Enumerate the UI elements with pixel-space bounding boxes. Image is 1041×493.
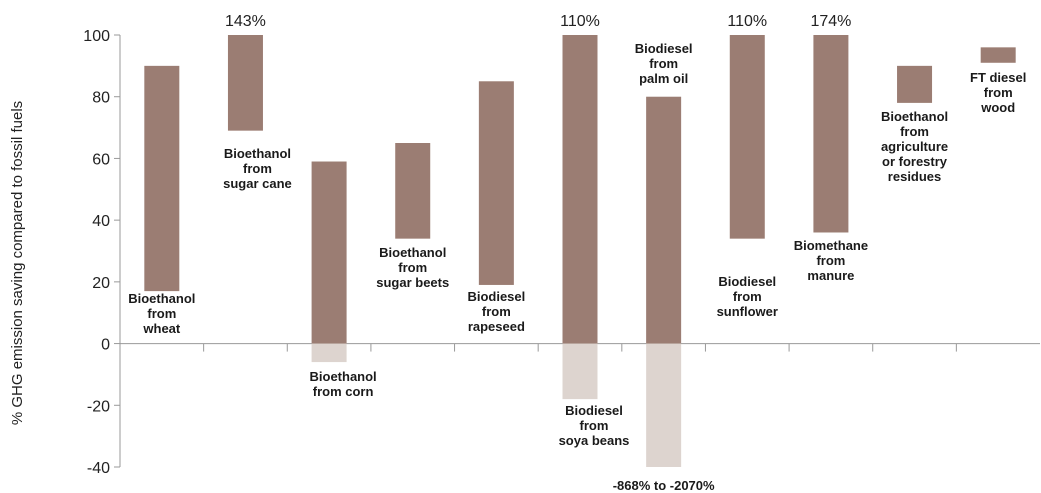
category-label: Biodiesel from soya beans <box>559 403 630 448</box>
category-label-line: FT diesel <box>970 70 1026 85</box>
category-label-line: Bioethanol <box>224 146 291 161</box>
category-label-line: from corn <box>313 384 374 399</box>
category-label: Bioethanol from sugar cane <box>223 146 292 191</box>
category-label: Biomethane from manure <box>794 238 868 283</box>
y-tick-label: 40 <box>92 213 110 230</box>
category-label-line: sugar cane <box>223 176 292 191</box>
category-label-line: from <box>900 124 929 139</box>
bar-negative <box>562 343 598 400</box>
category-label-line: residues <box>888 169 941 184</box>
bar-positive <box>395 143 431 239</box>
y-tick-label: -40 <box>87 460 110 477</box>
overflow-label: 174% <box>810 13 851 30</box>
bar-positive <box>980 47 1016 63</box>
category-label-line: wood <box>980 100 1015 115</box>
y-tick-label: 80 <box>92 90 110 107</box>
category-label-line: Bioethanol <box>379 245 446 260</box>
y-tick-label: 100 <box>83 28 110 45</box>
bar-negative <box>646 343 682 467</box>
bar-positive <box>562 35 598 344</box>
category-label: Bioethanol from corn <box>310 369 377 399</box>
bar-positive <box>813 35 849 233</box>
category-label-line: from <box>398 260 427 275</box>
y-tick-label: 0 <box>101 337 110 354</box>
bar-positive <box>646 96 682 344</box>
category-label-line: from <box>482 304 511 319</box>
category-label-line: agriculture <box>881 139 948 154</box>
category-label-line: Bioethanol <box>128 291 195 306</box>
bar-negative <box>311 343 347 363</box>
category-label-line: Biodiesel <box>718 274 776 289</box>
category-label-line: Biodiesel <box>565 403 623 418</box>
y-axis-title: % GHG emission saving compared to fossil… <box>9 101 26 425</box>
category-label-line: soya beans <box>559 433 630 448</box>
y-tick-label: -20 <box>87 398 110 415</box>
category-label-line: wheat <box>142 321 181 336</box>
category-label: FT diesel from wood <box>970 70 1026 115</box>
bar-positive <box>897 65 933 103</box>
category-label: Biodiesel from rapeseed <box>467 289 525 334</box>
category-label-line: from <box>984 85 1013 100</box>
category-label-line: from <box>243 161 272 176</box>
category-label-line: sunflower <box>717 304 778 319</box>
bar-positive <box>478 81 514 285</box>
category-label-line: Bioethanol <box>310 369 377 384</box>
category-label-line: from <box>816 253 845 268</box>
category-label-line: Bioethanol <box>881 109 948 124</box>
overflow-label: 110% <box>727 13 767 30</box>
category-label: Biodiesel from sunflower <box>717 274 778 319</box>
category-label-line: rapeseed <box>468 319 525 334</box>
category-label-line: sugar beets <box>376 275 449 290</box>
bar-positive <box>729 35 765 239</box>
overflow-label: 110% <box>560 13 600 30</box>
bar-positive <box>227 35 263 131</box>
category-label-line: from <box>649 56 678 71</box>
category-label-line: Biodiesel <box>635 41 693 56</box>
category-label: Biodiesel from palm oil <box>635 41 693 86</box>
underflow-label: -868% to -2070% <box>613 478 715 493</box>
category-label: Bioethanol from wheat <box>128 291 195 336</box>
category-label-line: from <box>733 289 762 304</box>
y-tick-label: 20 <box>92 275 110 292</box>
category-label: Bioethanol from agriculture or forestry resi… <box>881 109 948 184</box>
y-tick-label: 60 <box>92 151 110 168</box>
category-label-line: Biodiesel <box>467 289 525 304</box>
category-label: Bioethanol from sugar beets <box>376 245 449 290</box>
category-label-line: from <box>580 418 609 433</box>
category-label-line: or forestry <box>882 154 948 169</box>
category-label-line: palm oil <box>639 71 688 86</box>
category-label-line: manure <box>807 268 854 283</box>
category-label-line: Biomethane <box>794 238 868 253</box>
category-label-line: from <box>147 306 176 321</box>
bar-positive <box>311 161 347 344</box>
bar-positive <box>144 65 180 292</box>
overflow-label: 143% <box>225 13 266 30</box>
